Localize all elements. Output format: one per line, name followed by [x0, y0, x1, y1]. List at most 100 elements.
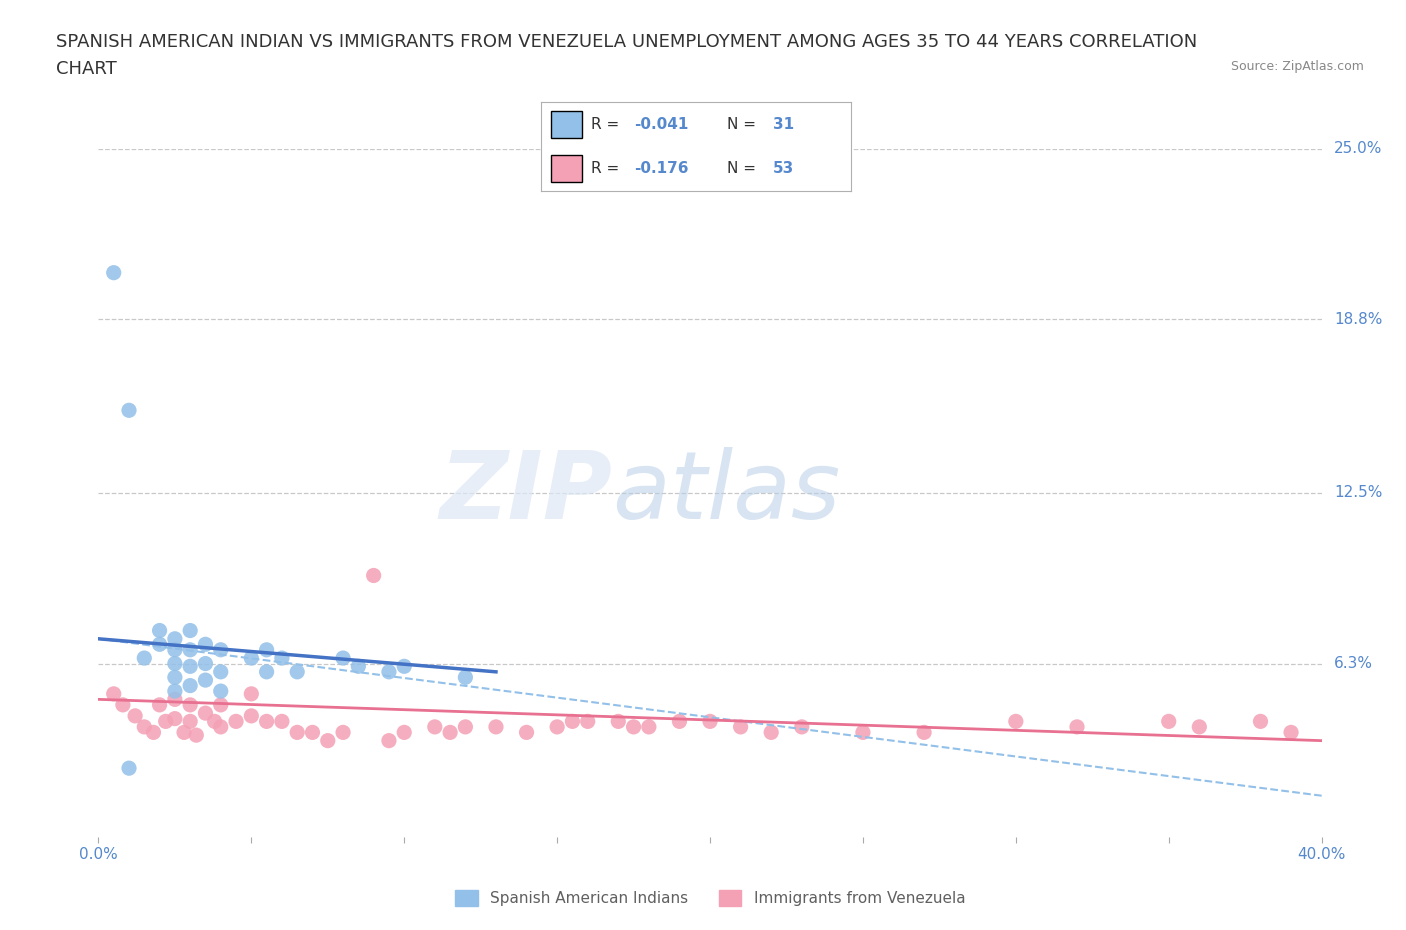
Point [209, 720, 232, 735]
Point [363, 568, 385, 583]
Text: 53: 53 [773, 161, 794, 176]
Point [194, 672, 217, 687]
Point [378, 733, 401, 748]
Text: 6.3%: 6.3% [1334, 656, 1372, 671]
Point [759, 725, 782, 740]
Point [623, 720, 645, 735]
Point [149, 637, 172, 652]
Point [103, 686, 125, 701]
Point [1157, 714, 1180, 729]
Point [378, 664, 401, 679]
Point [179, 698, 201, 712]
Point [332, 725, 354, 740]
Text: ZIP: ZIP [439, 447, 612, 538]
Point [485, 720, 508, 735]
Point [194, 657, 217, 671]
Point [179, 623, 201, 638]
Text: -0.041: -0.041 [634, 117, 689, 132]
Point [454, 670, 477, 684]
Point [1004, 714, 1026, 729]
Point [179, 658, 201, 673]
Text: CHART: CHART [56, 60, 117, 78]
Point [155, 714, 177, 729]
Text: SPANISH AMERICAN INDIAN VS IMMIGRANTS FROM VENEZUELA UNEMPLOYMENT AMONG AGES 35 : SPANISH AMERICAN INDIAN VS IMMIGRANTS FR… [56, 33, 1198, 50]
Point [1279, 725, 1302, 740]
Point [142, 725, 165, 740]
Text: 25.0%: 25.0% [1334, 141, 1382, 156]
Point [149, 698, 172, 712]
Point [316, 733, 339, 748]
Text: 31: 31 [773, 117, 794, 132]
Text: 18.8%: 18.8% [1334, 312, 1382, 327]
Point [163, 711, 186, 726]
Point [256, 664, 278, 679]
Point [392, 725, 416, 740]
Point [423, 720, 446, 735]
Point [186, 727, 208, 742]
Point [516, 725, 538, 740]
Text: 12.5%: 12.5% [1334, 485, 1382, 500]
Point [124, 709, 146, 724]
Point [118, 403, 141, 418]
Point [173, 725, 195, 740]
Point [1188, 720, 1211, 735]
Point [561, 714, 583, 729]
Point [118, 761, 141, 776]
Point [270, 651, 292, 666]
Point [256, 643, 278, 658]
Point [439, 725, 461, 740]
Point [163, 643, 186, 658]
Point [256, 714, 278, 729]
FancyBboxPatch shape [551, 155, 582, 182]
Point [163, 657, 186, 671]
Point [1066, 720, 1088, 735]
Point [209, 684, 232, 698]
Point [111, 698, 134, 712]
Point [576, 714, 599, 729]
Point [209, 643, 232, 658]
Point [912, 725, 935, 740]
Point [240, 686, 263, 701]
Point [163, 684, 186, 698]
Point [1249, 714, 1271, 729]
Point [546, 720, 568, 735]
Point [285, 725, 308, 740]
Point [194, 706, 217, 721]
Point [637, 720, 661, 735]
Point [454, 720, 477, 735]
Point [179, 714, 201, 729]
Point [194, 637, 217, 652]
Point [790, 720, 813, 735]
Point [699, 714, 721, 729]
Point [332, 651, 354, 666]
Point [209, 698, 232, 712]
Text: R =: R = [591, 117, 619, 132]
Text: R =: R = [591, 161, 619, 176]
Legend: Spanish American Indians, Immigrants from Venezuela: Spanish American Indians, Immigrants fro… [449, 884, 972, 912]
Point [179, 643, 201, 658]
Text: Source: ZipAtlas.com: Source: ZipAtlas.com [1230, 60, 1364, 73]
Point [179, 678, 201, 693]
Point [225, 714, 247, 729]
Point [204, 714, 226, 729]
Point [209, 664, 232, 679]
Point [301, 725, 323, 740]
Point [852, 725, 875, 740]
Point [240, 651, 263, 666]
Point [163, 631, 186, 646]
Text: N =: N = [727, 117, 756, 132]
Point [240, 709, 263, 724]
Point [270, 714, 292, 729]
Point [149, 623, 172, 638]
Point [392, 658, 416, 673]
Text: N =: N = [727, 161, 756, 176]
Point [285, 664, 308, 679]
Text: atlas: atlas [612, 447, 841, 538]
Point [134, 651, 156, 666]
Point [134, 720, 156, 735]
FancyBboxPatch shape [551, 112, 582, 138]
Point [730, 720, 752, 735]
Point [347, 658, 370, 673]
Point [103, 265, 125, 280]
Point [607, 714, 630, 729]
